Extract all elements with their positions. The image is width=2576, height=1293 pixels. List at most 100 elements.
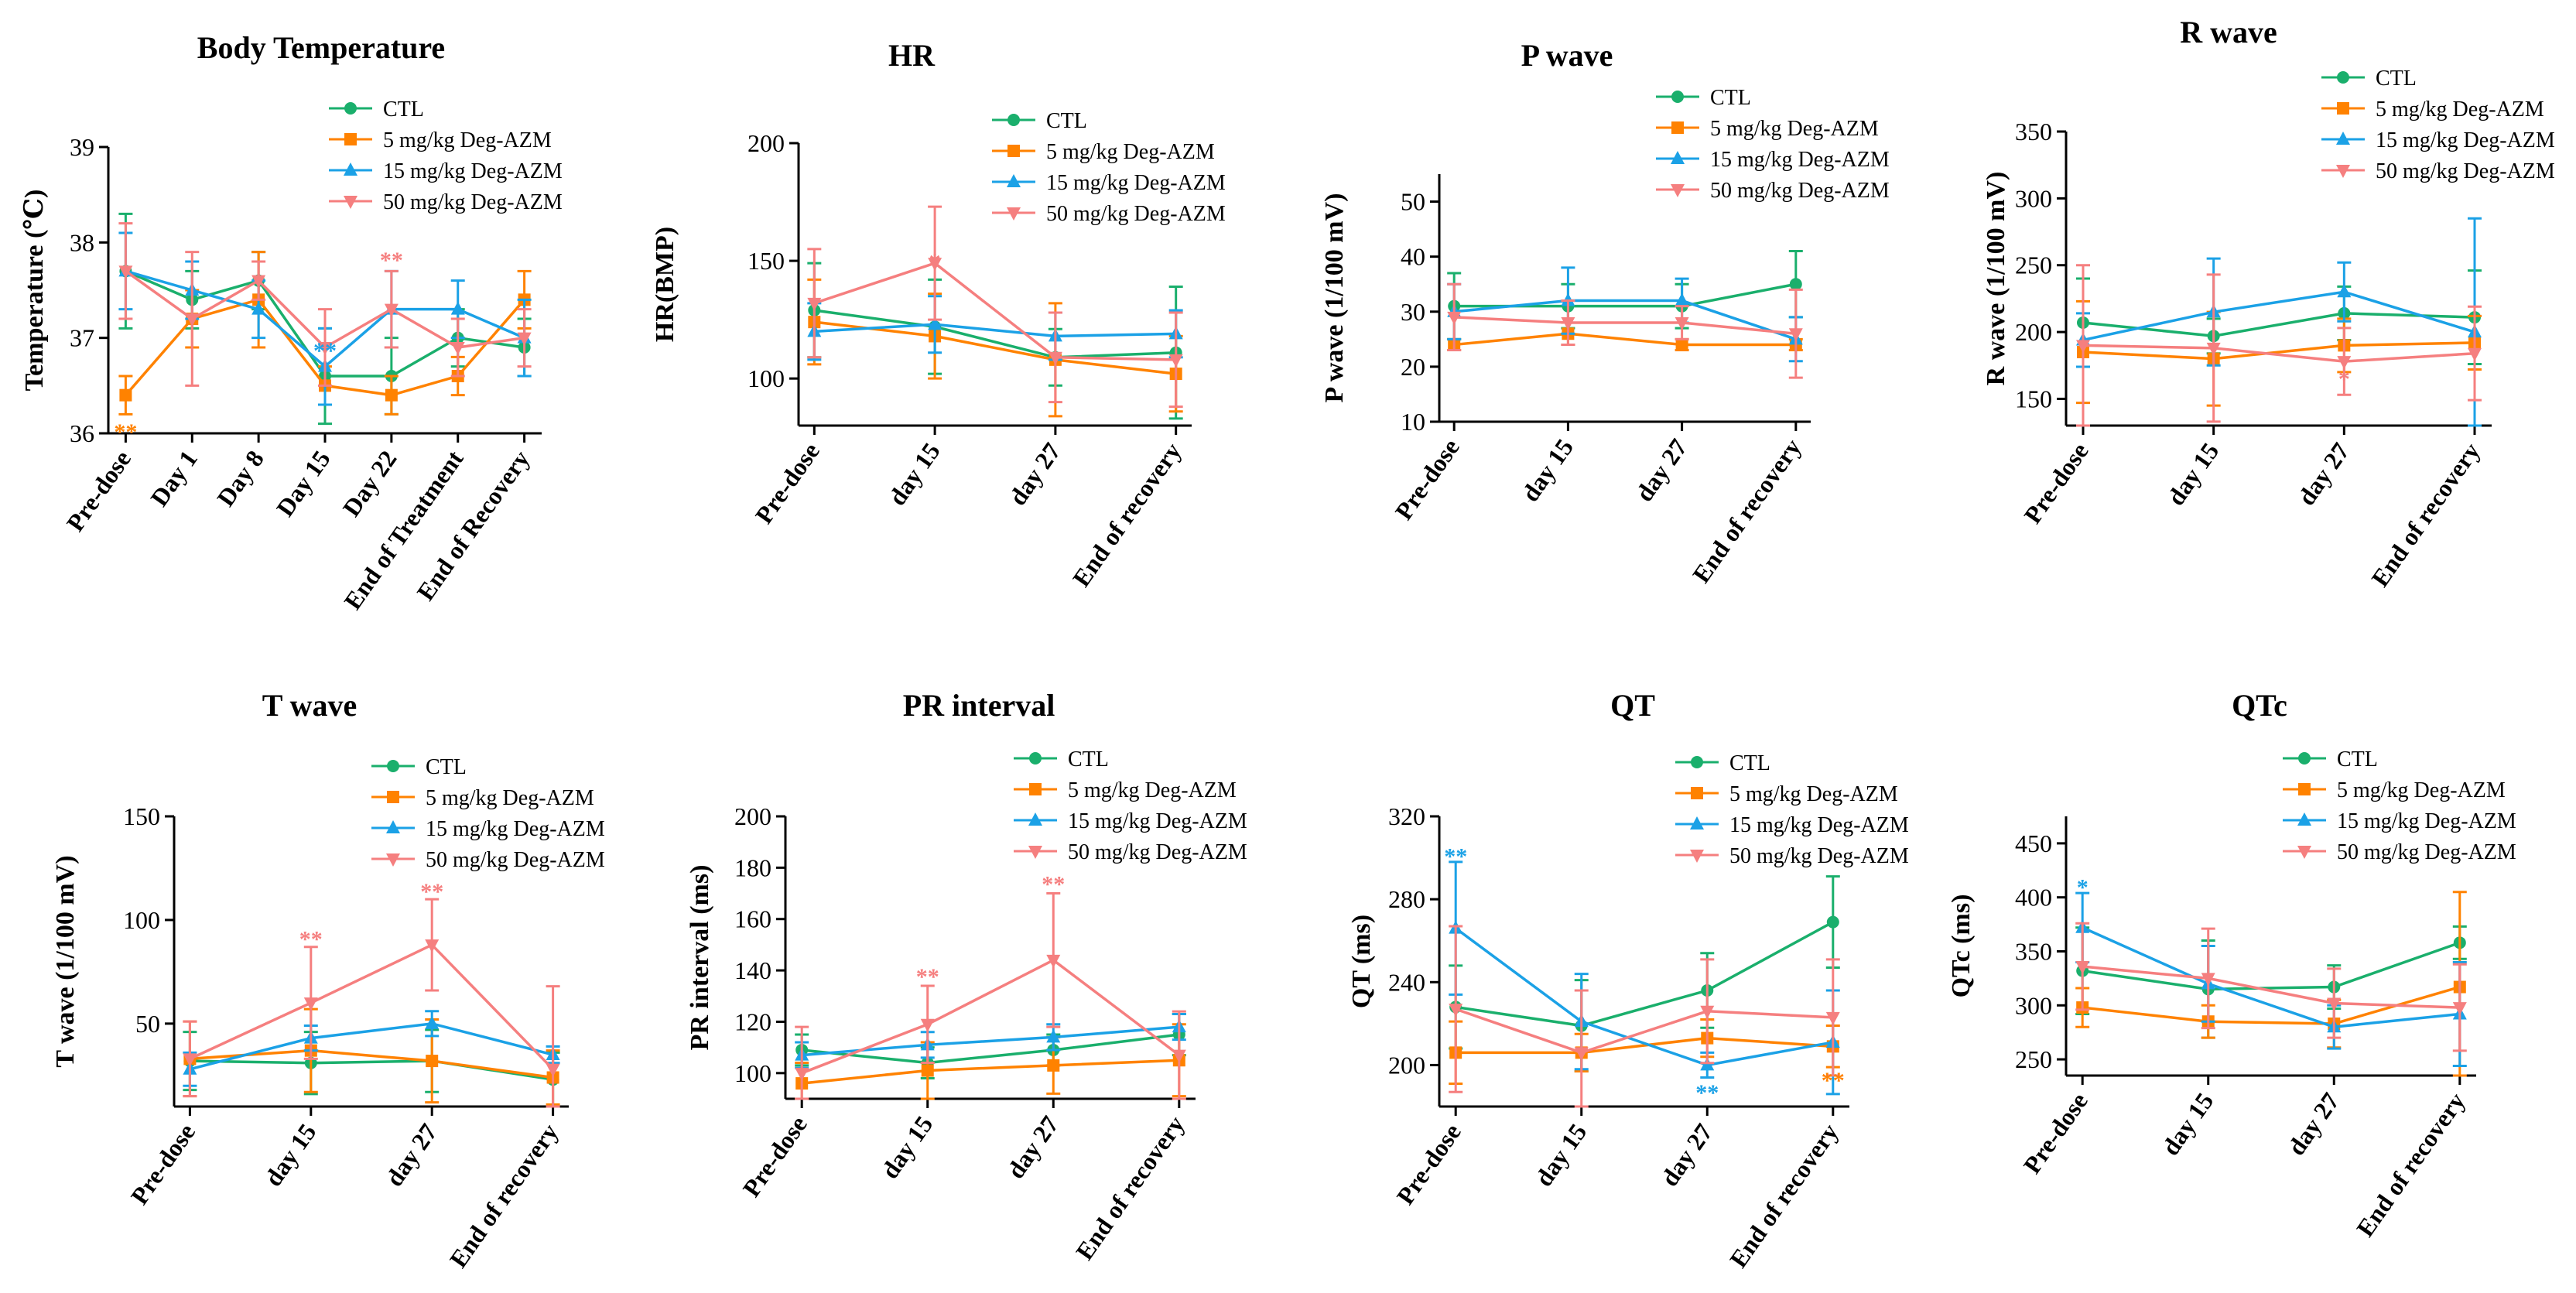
legend-entry: 5 mg/kg Deg-AZM <box>992 140 1215 164</box>
y-tick-label: 400 <box>2015 884 2052 912</box>
data-point <box>928 258 942 272</box>
significance-annotation: ** <box>420 879 443 905</box>
x-tick-label: Pre-dose <box>1391 1118 1466 1209</box>
x-tick-label: day 27 <box>1655 1118 1718 1191</box>
chart-title: R wave <box>2180 15 2277 50</box>
data-point <box>1168 354 1183 368</box>
y-tick-label: 150 <box>123 802 160 830</box>
data-point <box>1675 292 1689 306</box>
x-tick-label: day 27 <box>380 1118 443 1191</box>
legend-marker <box>1007 114 1020 126</box>
x-tick-label: Day 1 <box>145 445 203 511</box>
x-tick-label: Day 8 <box>211 445 269 511</box>
legend-entry: 15 mg/kg Deg-AZM <box>1656 148 1890 172</box>
legend-entry: CTL <box>2321 67 2417 91</box>
x-tick-label: End of recovery <box>2366 437 2485 591</box>
data-point <box>185 313 200 327</box>
chart-title: P wave <box>1521 38 1613 73</box>
series-line <box>189 1022 554 1071</box>
y-tick-label: 37 <box>70 324 94 352</box>
data-point <box>318 342 332 355</box>
legend-label: 50 mg/kg Deg-AZM <box>1046 202 1226 226</box>
x-tick-label: End of recovery <box>444 1118 564 1272</box>
legend-entry: 50 mg/kg Deg-AZM <box>1014 840 1247 864</box>
legend-label: 50 mg/kg Deg-AZM <box>383 190 563 214</box>
data-point <box>2206 342 2221 356</box>
data-series <box>1447 321 1803 352</box>
y-tick-label: 280 <box>1388 885 1425 913</box>
legend-label: 5 mg/kg Deg-AZM <box>426 786 594 810</box>
y-tick-label: 38 <box>70 228 94 256</box>
y-tick-label: 100 <box>734 1059 771 1087</box>
data-point <box>517 332 532 346</box>
data-point <box>795 1067 809 1081</box>
y-tick-label: 150 <box>747 247 785 275</box>
x-tick-label: End of recovery <box>1070 1110 1190 1264</box>
y-tick-label: 150 <box>2015 385 2052 412</box>
legend-entry: 15 mg/kg Deg-AZM <box>1675 813 1909 837</box>
data-series <box>795 1023 1186 1100</box>
series-line <box>802 1033 1180 1065</box>
x-tick-label: End of recovery <box>1067 437 1187 591</box>
y-tick-label: 250 <box>2015 1045 2052 1073</box>
legend-label: 5 mg/kg Deg-AZM <box>2376 97 2544 121</box>
y-axis-label: T wave (1/100 mV) <box>51 855 80 1067</box>
x-tick-label: End of recovery <box>1724 1118 1844 1272</box>
legend-label: 50 mg/kg Deg-AZM <box>426 848 605 872</box>
chart-panel: R wave R wave (1/100 mV)150 200 250 300 350 Pr… <box>1982 15 2555 592</box>
legend-entry: 50 mg/kg Deg-AZM <box>1656 179 1890 203</box>
x-tick-label: Pre-dose <box>125 1118 200 1209</box>
data-point <box>2337 284 2352 298</box>
x-tick-label: Pre-dose <box>750 437 825 528</box>
x-tick-label: Day 22 <box>337 445 402 522</box>
legend-entry: 5 mg/kg Deg-AZM <box>2283 778 2506 802</box>
x-tick-label: day 15 <box>1516 433 1579 506</box>
legend-label: CTL <box>1046 109 1087 133</box>
y-tick-label: 350 <box>2015 118 2052 145</box>
legend-label: CTL <box>1729 751 1770 775</box>
legend-label: 5 mg/kg Deg-AZM <box>1710 117 1879 141</box>
data-point <box>921 1064 934 1077</box>
legend-marker <box>1671 184 1685 197</box>
legend-label: 15 mg/kg Deg-AZM <box>2337 809 2516 833</box>
y-tick-label: 240 <box>1388 968 1425 996</box>
chart-panel: PR interval PR interval (ms) 100 120 140 160 1… <box>686 688 1247 1265</box>
legend-entry: CTL <box>371 755 467 779</box>
y-tick-label: 300 <box>2015 991 2052 1019</box>
y-tick-label: 200 <box>734 802 771 830</box>
data-point <box>1447 311 1462 325</box>
legend-entry: 5 mg/kg Deg-AZM <box>371 786 594 810</box>
legend-entry: 5 mg/kg Deg-AZM <box>1675 782 1898 806</box>
legend-label: CTL <box>2337 747 2378 771</box>
y-tick-label: 40 <box>1401 243 1425 271</box>
legend-label: CTL <box>2376 67 2417 91</box>
y-axis-label: HR(BMP) <box>651 227 679 342</box>
legend-entry: CTL <box>329 97 424 121</box>
data-point <box>183 1053 197 1067</box>
x-tick-label: Pre-dose <box>1389 433 1464 525</box>
y-tick-label: 10 <box>1401 408 1425 436</box>
y-axis-label: R wave (1/100 mV) <box>1982 172 2010 386</box>
chart-title: QT <box>1610 688 1655 723</box>
y-tick-label: 200 <box>747 129 785 157</box>
significance-annotation: ** <box>313 338 337 364</box>
x-tick-label: End of recovery <box>1687 433 1807 587</box>
significance-annotation: ** <box>299 927 323 953</box>
y-tick-label: 160 <box>734 905 771 933</box>
data-point <box>2468 347 2482 361</box>
data-series <box>1447 282 1803 379</box>
x-tick-label: End of Treatment <box>338 445 468 614</box>
data-point <box>425 939 440 953</box>
y-tick-label: 50 <box>1401 188 1425 216</box>
legend-entry: 15 mg/kg Deg-AZM <box>329 159 563 183</box>
significance-annotation: ** <box>380 248 403 273</box>
series-line <box>802 1059 1179 1085</box>
data-series <box>2075 922 2467 1052</box>
significance-annotation: ** <box>1695 1080 1719 1106</box>
series-line <box>1455 921 1834 1028</box>
legend-marker <box>1029 752 1042 765</box>
legend-marker <box>2337 71 2349 84</box>
legend-entry: CTL <box>1656 86 1751 110</box>
y-axis-label: Temperature (℃) <box>20 190 49 392</box>
